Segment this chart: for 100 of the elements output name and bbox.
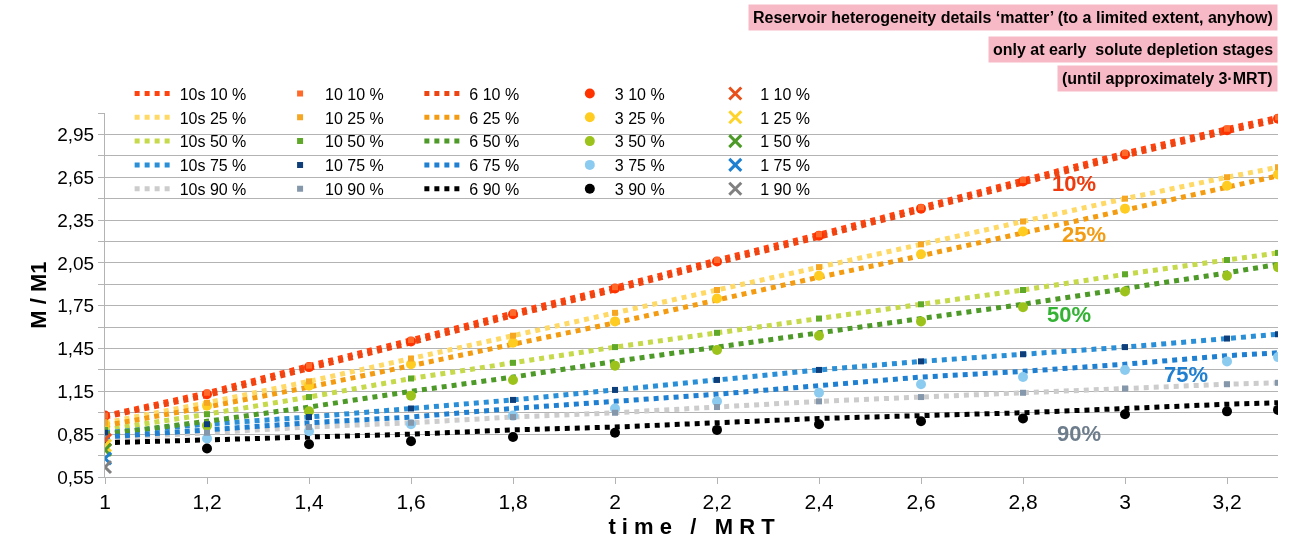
point: [814, 270, 824, 281]
point: [612, 309, 618, 316]
point: [204, 389, 210, 396]
point: [1018, 372, 1028, 383]
x-tick-label: 1,6: [396, 490, 426, 514]
x-tick-label: 2,2: [702, 490, 732, 514]
point: [408, 419, 414, 426]
point: [712, 424, 722, 435]
x-tick-label: 2,6: [906, 490, 936, 514]
x-tick-label: 1,8: [498, 490, 528, 514]
point: [712, 344, 722, 355]
point: [1020, 287, 1026, 293]
y-tick-label: 1,75: [57, 295, 95, 317]
point: [204, 399, 210, 406]
y-tick-label: 0,55: [57, 466, 95, 488]
legend-label: 3 75 %: [614, 157, 665, 175]
point: [306, 424, 312, 431]
point: [916, 416, 926, 427]
x-tick-label: 3,2: [1212, 490, 1242, 514]
point: [916, 316, 926, 327]
point: [816, 264, 822, 271]
annotation: 25%: [1062, 222, 1107, 247]
point: [508, 337, 518, 348]
y-tick-label: 1,45: [57, 338, 95, 360]
point: [202, 443, 212, 454]
legend-label: 1 50 %: [760, 133, 811, 151]
point: [306, 394, 312, 401]
point: [306, 362, 312, 369]
legend-label: 1 75 %: [760, 157, 811, 175]
point: [204, 429, 210, 436]
point: [612, 409, 618, 416]
point: [714, 376, 720, 383]
x-tick-label: 1: [99, 490, 111, 514]
legend-label: 6 50 %: [469, 133, 520, 151]
point: [1120, 364, 1130, 375]
point: [612, 344, 618, 351]
point: [1224, 125, 1230, 132]
point: [510, 414, 516, 421]
point: [408, 355, 414, 362]
y-tick-label: 2,65: [57, 166, 95, 188]
point: [510, 359, 516, 366]
point: [714, 287, 720, 293]
point: [1222, 356, 1232, 367]
point: [1018, 226, 1028, 237]
point: [406, 436, 416, 447]
point: [1224, 381, 1230, 388]
x-tick-label: 1,2: [192, 490, 222, 514]
point: [408, 375, 414, 382]
point: [204, 411, 210, 418]
point: [1222, 270, 1232, 281]
legend-label: 3 50 %: [614, 133, 665, 151]
legend-label: 1 90 %: [760, 180, 811, 198]
x-tick-label: 1,4: [294, 490, 324, 514]
legend-label: 10 75 %: [325, 157, 384, 175]
legend-label: 1 25 %: [760, 109, 811, 127]
point: [508, 374, 518, 385]
x-tick-label: 2: [609, 490, 621, 514]
legend-label: 10 10 %: [325, 85, 384, 103]
point: [1018, 302, 1028, 313]
legend-label: 10 90 %: [325, 180, 384, 198]
point: [816, 315, 822, 322]
point: [406, 390, 416, 401]
point: [1122, 344, 1128, 351]
x-tick-label: 3: [1119, 490, 1131, 514]
legend-label: 10s 75 %: [179, 157, 247, 175]
legend-label: 10 50 %: [325, 133, 384, 151]
point: [304, 439, 314, 450]
annotation: 75%: [1164, 362, 1209, 387]
point: [918, 358, 924, 365]
chart-title: Reservoir heterogeneity details ‘matter’ (to a limited extent, anyhow): [753, 9, 1273, 26]
point: [918, 241, 924, 248]
point: [1020, 218, 1026, 225]
point: [1018, 413, 1028, 424]
point: [610, 316, 620, 327]
point: [816, 366, 822, 373]
point: [610, 427, 620, 438]
legend-label: 1 10 %: [760, 85, 811, 103]
legend-label: 10s 10 %: [179, 85, 247, 103]
x-axis-title: t i m e / M R T: [608, 514, 776, 540]
point: [510, 309, 516, 316]
point: [306, 378, 312, 385]
y-tick-label: 2,35: [57, 209, 95, 231]
chart-subtitle: only at early solute depletion stages (until approximately 3·MRT): [993, 41, 1274, 87]
legend-label: 3 90 %: [614, 180, 665, 198]
legend-label: 10s 50 %: [179, 133, 247, 151]
annotation: 90%: [1057, 421, 1102, 446]
point: [1224, 257, 1230, 264]
annotation: 50%: [1047, 302, 1092, 327]
point: [816, 398, 822, 405]
point: [610, 360, 620, 371]
legend-label: 6 90 %: [469, 180, 520, 198]
point: [408, 336, 414, 343]
point: [814, 330, 824, 341]
point: [306, 414, 312, 421]
point: [1122, 385, 1128, 392]
point: [508, 432, 518, 443]
point: [712, 293, 722, 304]
legend-label: 10s 25 %: [179, 109, 247, 127]
legend-label: 6 10 %: [469, 85, 520, 103]
point: [1020, 351, 1026, 358]
